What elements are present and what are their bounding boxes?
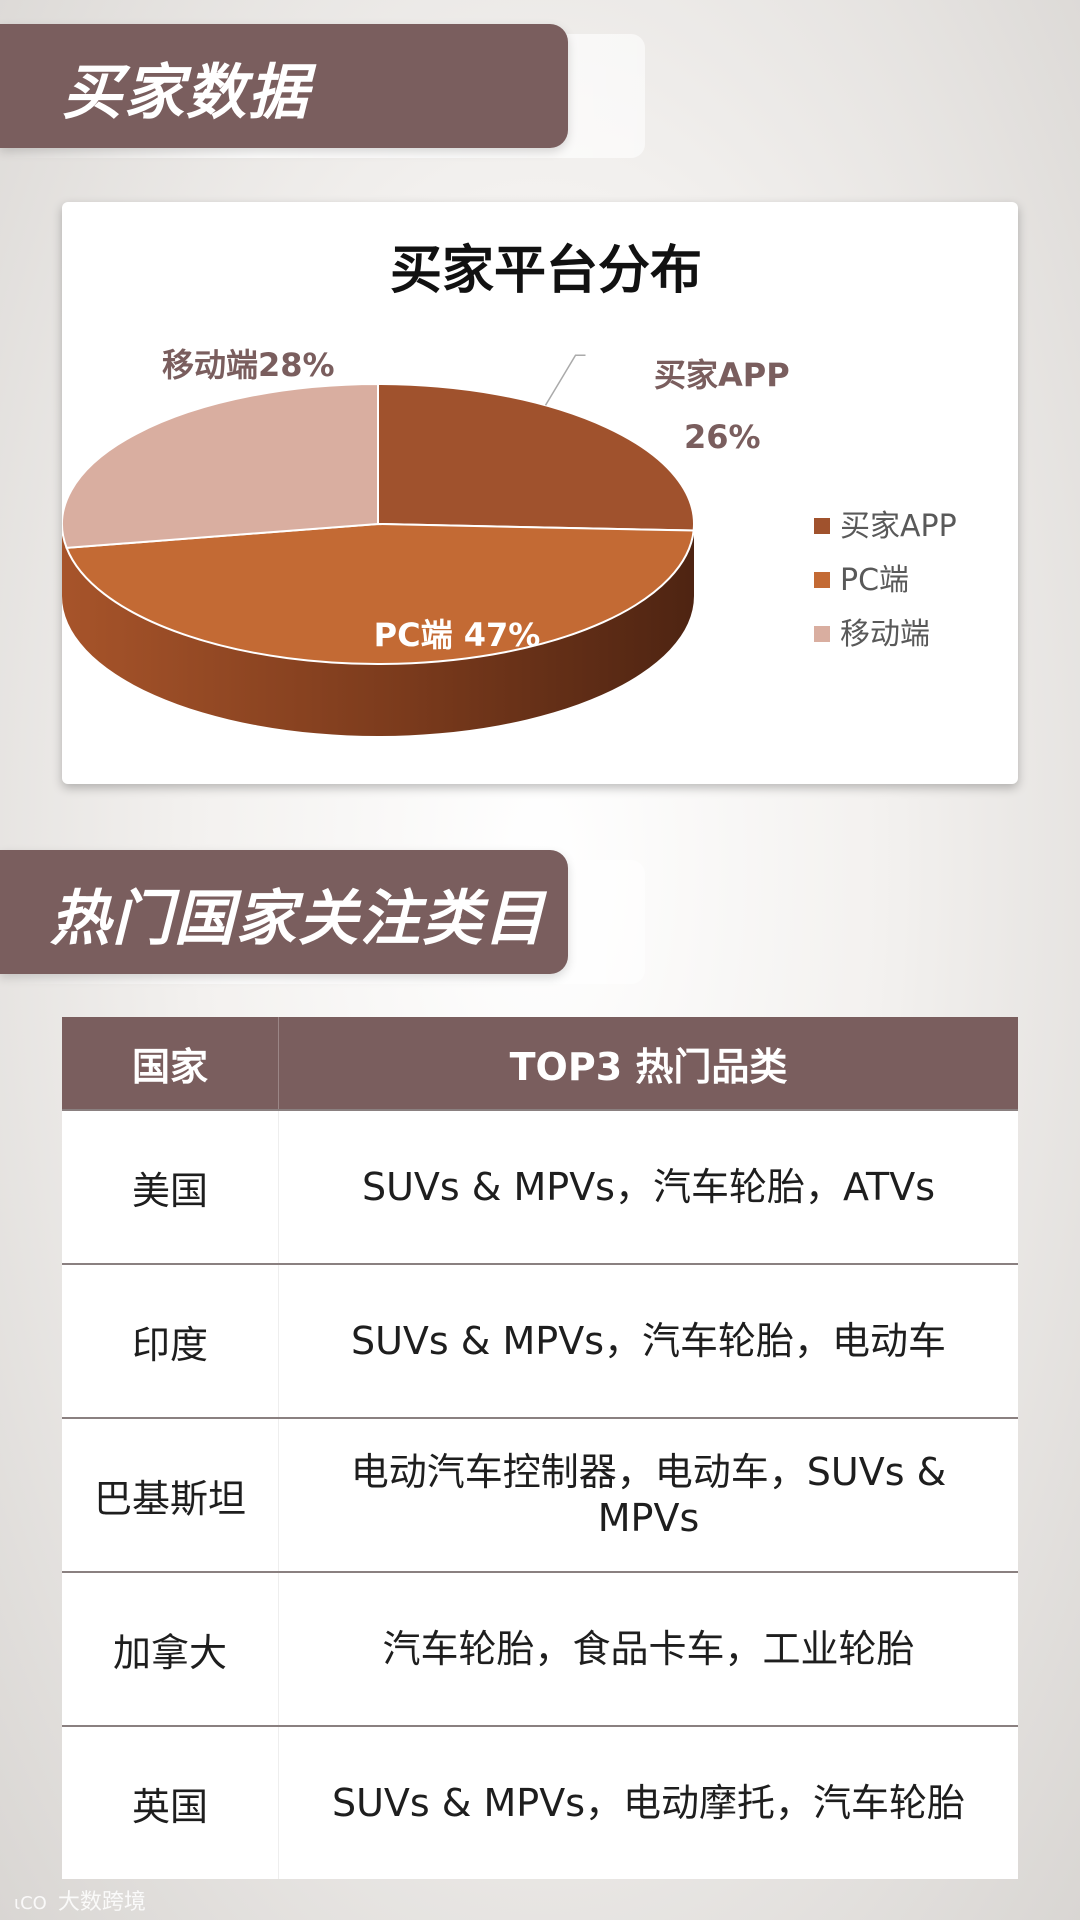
pie-label-0: 买家APP [654, 356, 790, 394]
pie-label-2: 移动端28% [162, 346, 335, 384]
pie-slice-0 [377, 382, 695, 532]
table-row: 巴基斯坦 电动汽车控制器，电动车，SUVs & MPVs [62, 1417, 1018, 1571]
cell-country: 美国 [62, 1111, 279, 1263]
table-row: 加拿大 汽车轮胎，食品卡车，工业轮胎 [62, 1571, 1018, 1725]
section-title: 买家数据 [62, 58, 310, 128]
pie-label-0-pct: 26% [684, 418, 761, 456]
leader-line [544, 354, 586, 406]
pie-slice-2 [62, 382, 379, 549]
watermark-logo: ιCO [14, 1893, 47, 1914]
table-header: 国家 TOP3 热门品类 [62, 1017, 1018, 1109]
pie-chart-card: 买家平台分布 买家APP 26% PC端 47% 移动端28% 买家APP PC端移动端 [62, 202, 1018, 784]
banner-bar: 买家数据 [0, 24, 568, 148]
chart-title: 买家平台分布 [390, 241, 702, 301]
legend-label-2: 移动端 [840, 617, 930, 652]
pie-label-1: PC端 47% [374, 616, 541, 654]
legend-label-1: PC端 [840, 563, 909, 598]
cell-categories: SUVs & MPVs，电动摩托，汽车轮胎 [331, 1781, 965, 1825]
cell-categories: 电动汽车控制器，电动车，SUVs & MPVs [350, 1450, 947, 1540]
pie-slice-1 [65, 522, 695, 665]
table-row: 印度 SUVs & MPVs，汽车轮胎，电动车 [62, 1263, 1018, 1417]
header-top3: TOP3 热门品类 [509, 1044, 788, 1089]
legend-swatch-1 [814, 572, 830, 588]
cell-categories: 汽车轮胎，食品卡车，工业轮胎 [382, 1627, 915, 1671]
banner-bar: 热门国家关注类目 [0, 850, 568, 974]
legend-swatch-2 [814, 626, 830, 642]
legend-label-0: 买家APP [840, 509, 957, 544]
table-row: 美国 SUVs & MPVs，汽车轮胎，ATVs [62, 1109, 1018, 1263]
hot-categories-table: 国家 TOP3 热门品类 美国 SUVs & MPVs，汽车轮胎，ATVs 印度… [62, 1017, 1018, 1879]
pie-side-group [62, 524, 694, 736]
legend-swatch-0 [814, 518, 830, 534]
cell-country: 巴基斯坦 [62, 1419, 279, 1571]
cell-categories: SUVs & MPVs，汽车轮胎，ATVs [361, 1165, 936, 1209]
header-country: 国家 [62, 1017, 279, 1109]
cell-country: 英国 [62, 1727, 279, 1879]
cell-country: 印度 [62, 1265, 279, 1417]
pie-labels-group: 买家APP 26% PC端 47% 移动端28% [162, 346, 790, 654]
cell-categories: SUVs & MPVs，汽车轮胎，电动车 [350, 1319, 946, 1363]
pie-side-wall [62, 524, 694, 736]
pie-slices-group [62, 382, 695, 665]
watermark-text: 大数跨境 [57, 1890, 146, 1915]
watermark: ιCO 大数跨境 [14, 1884, 146, 1916]
section-title: 热门国家关注类目 [50, 884, 546, 954]
table-row: 英国 SUVs & MPVs，电动摩托，汽车轮胎 [62, 1725, 1018, 1879]
cell-country: 加拿大 [62, 1573, 279, 1725]
